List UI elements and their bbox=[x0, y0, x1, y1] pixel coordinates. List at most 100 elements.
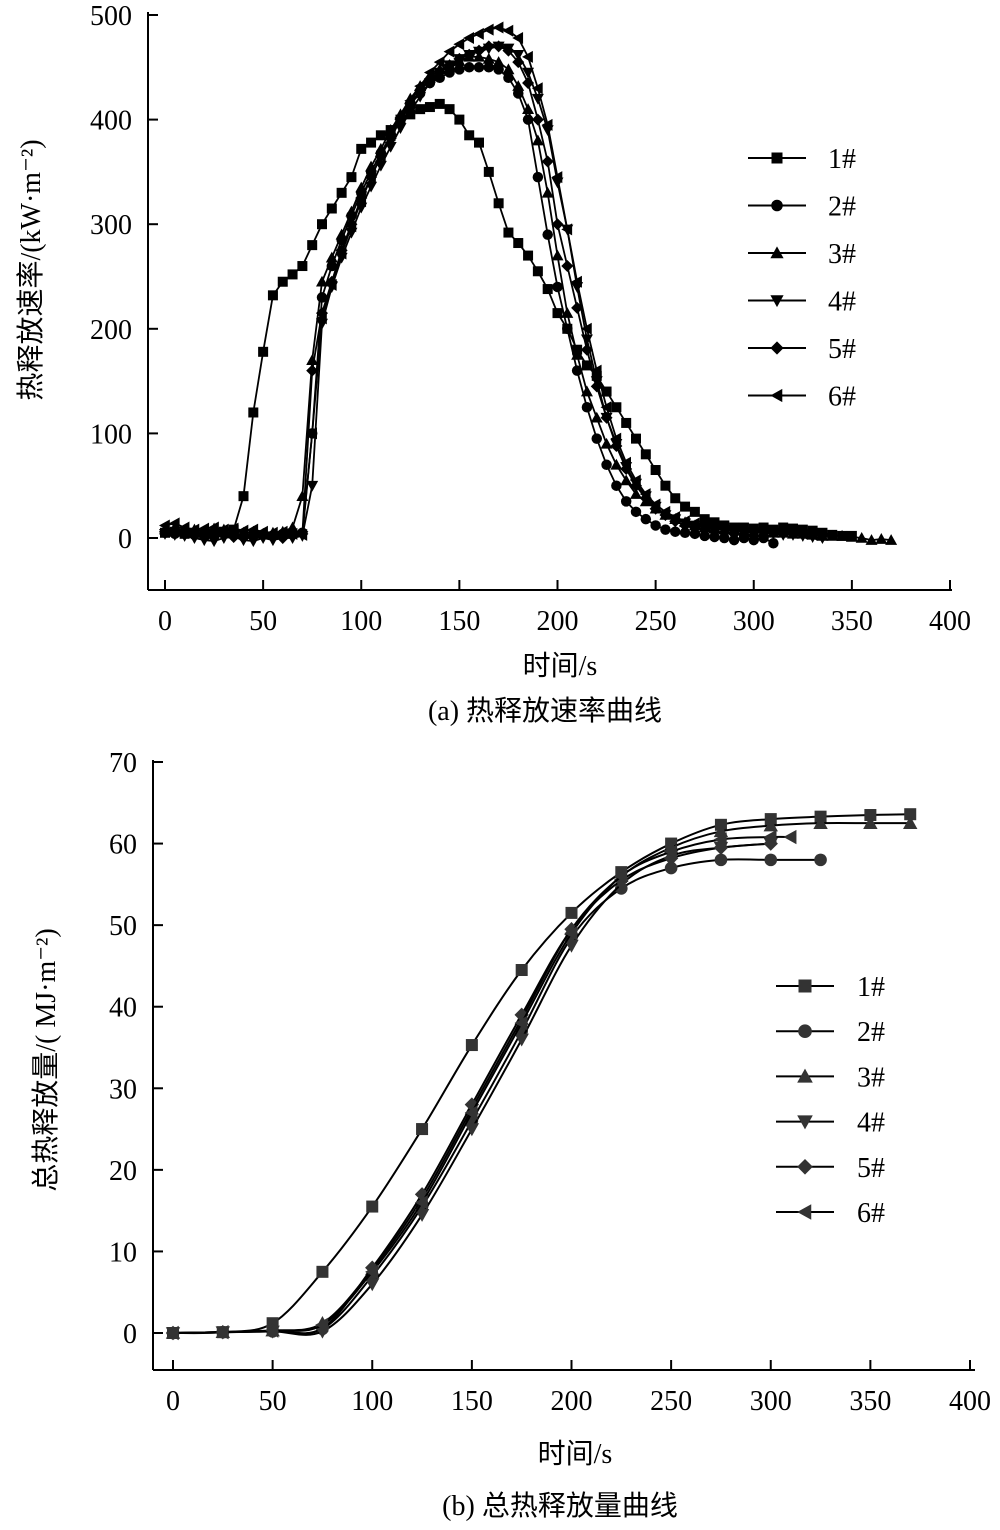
data-point bbox=[208, 536, 221, 548]
data-point bbox=[580, 385, 593, 397]
x-tick-label: 50 bbox=[249, 606, 277, 637]
data-point bbox=[286, 527, 298, 540]
data-point bbox=[287, 269, 298, 280]
data-point bbox=[227, 522, 239, 535]
x-tick-label: 300 bbox=[750, 1386, 792, 1417]
legend-marker bbox=[770, 388, 783, 403]
data-point bbox=[414, 1195, 428, 1210]
data-point bbox=[335, 228, 348, 240]
data-point bbox=[670, 493, 681, 504]
data-point bbox=[473, 44, 485, 57]
x-tick-label: 100 bbox=[351, 1386, 393, 1417]
legend-item: 1# bbox=[776, 972, 885, 1003]
data-point bbox=[159, 519, 170, 532]
data-point bbox=[316, 1265, 329, 1278]
chart-b: 0 10 20 30 40 50 60 70 0 50 100 150 200 250 300 350 400 时… bbox=[30, 748, 991, 1522]
data-point bbox=[620, 474, 633, 486]
data-point bbox=[296, 528, 308, 541]
legend-item: 6# bbox=[776, 1198, 885, 1229]
data-point bbox=[551, 171, 563, 184]
data-point bbox=[512, 32, 524, 45]
data-point bbox=[571, 275, 582, 288]
legend-label: 2# bbox=[857, 1017, 885, 1048]
legend-item: 3# bbox=[776, 1062, 885, 1093]
data-point bbox=[699, 530, 710, 542]
data-point bbox=[502, 24, 514, 37]
data-point bbox=[631, 433, 641, 444]
data-point bbox=[639, 488, 651, 501]
legend-label: 3# bbox=[857, 1062, 885, 1093]
data-point bbox=[763, 829, 777, 845]
data-point bbox=[464, 1105, 478, 1120]
legend-item: 4# bbox=[748, 287, 856, 318]
data-point bbox=[365, 171, 376, 184]
data-point bbox=[611, 480, 622, 491]
data-point bbox=[564, 939, 579, 953]
series-line bbox=[164, 26, 813, 536]
x-tick-label: 150 bbox=[438, 606, 480, 637]
data-point bbox=[424, 102, 435, 113]
data-point bbox=[816, 533, 829, 544]
x-axis-label: 时间/s bbox=[523, 650, 598, 682]
data-point bbox=[610, 458, 623, 470]
legend-label: 6# bbox=[828, 382, 856, 413]
data-point bbox=[531, 134, 544, 146]
data-point bbox=[522, 50, 533, 63]
data-point bbox=[551, 218, 564, 231]
data-point bbox=[875, 533, 888, 544]
data-point bbox=[630, 474, 641, 487]
data-point bbox=[198, 522, 210, 535]
x-axis-label: 时间/s bbox=[538, 1438, 613, 1470]
data-point bbox=[709, 517, 720, 528]
y-tick-label: 10 bbox=[109, 1237, 137, 1268]
y-tick-label: 300 bbox=[90, 210, 132, 241]
data-point bbox=[542, 229, 553, 240]
data-point bbox=[215, 1324, 229, 1340]
data-point bbox=[621, 417, 632, 428]
data-point bbox=[757, 524, 769, 537]
data-point bbox=[515, 964, 528, 977]
data-point bbox=[689, 506, 700, 517]
data-point bbox=[664, 861, 678, 875]
data-point bbox=[649, 498, 661, 511]
series-line bbox=[172, 842, 771, 1335]
data-point bbox=[492, 21, 504, 34]
series-line bbox=[172, 821, 911, 1334]
series-4 bbox=[159, 41, 829, 548]
x-tick-label: 100 bbox=[340, 606, 382, 637]
data-point bbox=[679, 515, 690, 528]
series-line bbox=[172, 835, 791, 1334]
legend-item: 3# bbox=[748, 239, 856, 270]
data-point bbox=[336, 187, 347, 198]
data-point bbox=[502, 63, 515, 75]
data-point bbox=[464, 1097, 480, 1112]
data-point bbox=[650, 465, 661, 476]
data-point bbox=[777, 525, 788, 538]
data-point bbox=[365, 1264, 379, 1280]
y-tick-label: 400 bbox=[90, 106, 132, 137]
data-point bbox=[307, 240, 318, 251]
data-point bbox=[512, 49, 525, 61]
series-line bbox=[172, 842, 771, 1336]
y-tick-label: 0 bbox=[123, 1319, 137, 1350]
legend-marker bbox=[770, 295, 784, 308]
data-point bbox=[265, 1323, 279, 1338]
y-tick-label: 0 bbox=[118, 524, 132, 555]
data-point bbox=[767, 525, 779, 538]
data-point bbox=[561, 260, 574, 273]
data-point bbox=[728, 522, 739, 535]
legend-item: 2# bbox=[748, 192, 856, 223]
data-point bbox=[630, 488, 642, 499]
series-2 bbox=[166, 853, 827, 1340]
data-point bbox=[454, 114, 465, 125]
data-point bbox=[454, 64, 465, 75]
x-tick-label: 250 bbox=[635, 606, 677, 637]
data-point bbox=[394, 111, 406, 124]
legend-marker bbox=[797, 1115, 813, 1130]
x-tick-label: 300 bbox=[733, 606, 775, 637]
legend-item: 1# bbox=[748, 144, 856, 175]
data-point bbox=[864, 809, 877, 822]
data-point bbox=[513, 238, 524, 249]
data-point bbox=[464, 130, 475, 141]
